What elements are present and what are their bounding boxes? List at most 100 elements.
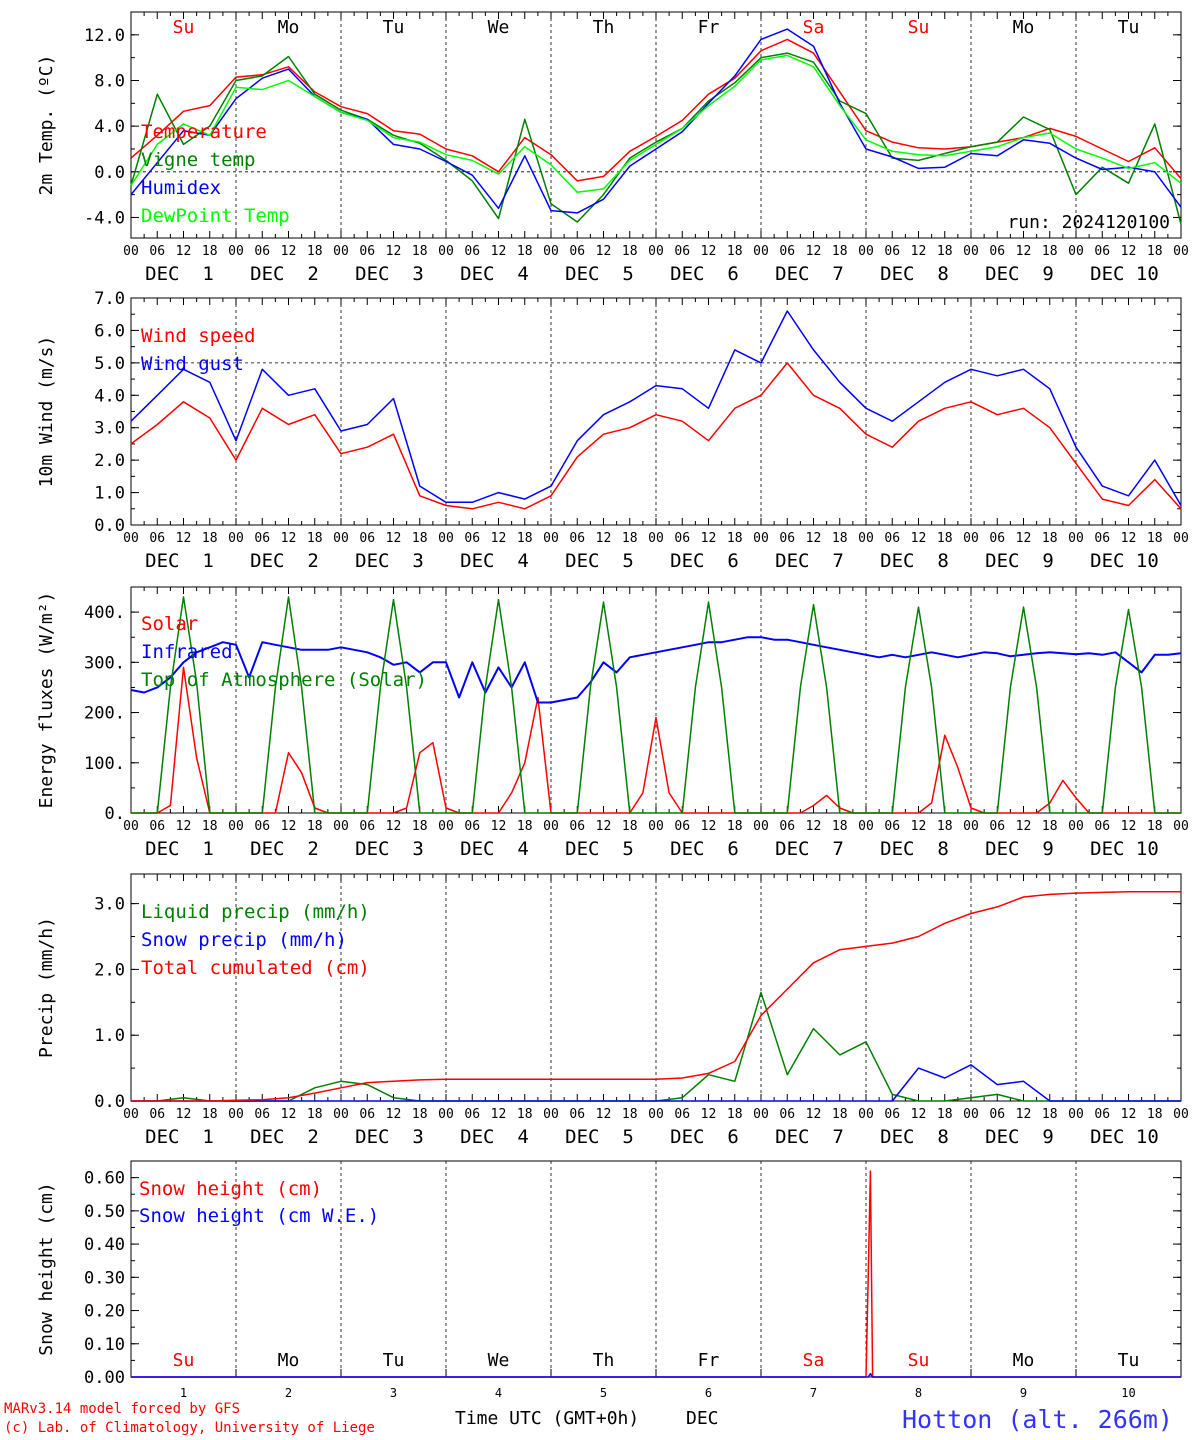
panel-5: 0.00 0.10 0.20 0.30 0.40 0.50 0.60 Snow height … [36,1160,1182,1400]
hour-tick-label: 18 [307,244,323,259]
hour-tick-label: 12 [386,531,402,546]
y-tick-label: 7.0 [94,289,125,309]
date-label: DEC 6 [670,838,739,860]
hour-tick-label: 12 [176,244,192,259]
series-line-wind-speed [130,362,1182,510]
hour-tick-label: 06 [779,244,795,259]
hour-tick-label: 00 [1068,244,1084,259]
y-tick-label: 3.0 [94,895,125,915]
legend-entry: Snow height (cm) [139,1178,322,1200]
date-label: DEC 2 [250,838,319,860]
hour-tick-label: 00 [753,531,769,546]
hour-tick-label: 00 [858,531,874,546]
y-tick-label: 0.0 [94,163,125,183]
model-credit-line: MARv3.14 model forced by GFS [4,1401,240,1417]
series-line-humidex [130,28,1182,214]
date-label: DEC 5 [565,550,634,572]
hour-tick-label: 06 [989,244,1005,259]
legend-entry: Infrared [141,641,233,663]
hour-tick-label: 00 [753,819,769,834]
hour-tick-label: 18 [937,1107,953,1122]
hour-tick-label: 12 [701,244,717,259]
date-label: DEC 6 [670,263,739,285]
hour-tick-label: 00 [648,531,664,546]
hour-tick-label: 12 [701,819,717,834]
day-label: Mo [278,17,300,38]
hour-tick-label: 00 [1173,1107,1189,1122]
hour-tick-label: 06 [569,244,585,259]
y-axis-label: Energy fluxes (W/m²) [36,592,57,809]
day-number-label: 10 [1121,1386,1135,1400]
y-tick-label: 0.0 [94,1092,125,1112]
hour-tick-label: 18 [622,244,638,259]
date-label: DEC 6 [670,1126,739,1148]
date-label: DEC 9 [985,838,1054,860]
legend-entry: Snow height (cm W.E.) [139,1205,379,1227]
hour-tick-label: 18 [1042,1107,1058,1122]
y-tick-label: 0.0 [94,516,125,536]
hour-tick-label: 00 [543,244,559,259]
day-label: Sa [803,17,825,38]
hour-tick-label: 18 [517,531,533,546]
day-label: Su [908,17,930,38]
hour-tick-label: 00 [438,819,454,834]
date-label: DEC 4 [460,1126,529,1148]
hour-tick-label: 06 [1094,1107,1110,1122]
copyright-credit-line: (c) Lab. of Climatology, University of L… [4,1420,375,1436]
date-label: DEC 10 [1090,838,1159,860]
legend-entry: Top of Atmosphere (Solar) [141,669,427,691]
panel-1: -4.0 0.0 4.0 8.0 12.0 2m Temp. (ºC) Temperatur… [36,11,1189,285]
day-label: Tu [383,17,405,38]
hour-tick-label: 18 [412,244,428,259]
date-label: DEC 5 [565,263,634,285]
y-tick-label: 300. [84,653,125,673]
hour-tick-label: 18 [202,244,218,259]
series-line-temperature [130,38,1182,182]
y-tick-label: 5.0 [94,354,125,374]
hour-tick-label: 06 [989,1107,1005,1122]
hour-tick-label: 18 [622,819,638,834]
date-label: DEC 6 [670,550,739,572]
hour-tick-label: 12 [806,531,822,546]
day-label: Sa [803,1350,825,1371]
hour-tick-label: 12 [806,819,822,834]
day-label: We [488,17,510,38]
hour-tick-label: 06 [989,531,1005,546]
series-line-infrared [130,636,1182,704]
hour-tick-label: 12 [1121,531,1137,546]
hour-tick-label: 06 [359,1107,375,1122]
day-number-label: 2 [285,1386,292,1400]
hour-tick-label: 06 [359,819,375,834]
hour-tick-label: 06 [884,819,900,834]
y-tick-label: 1.0 [94,1026,125,1046]
day-number-label: 3 [390,1386,397,1400]
hour-tick-label: 06 [464,819,480,834]
hour-tick-label: 18 [307,531,323,546]
hour-tick-label: 00 [1068,531,1084,546]
y-tick-label: 100. [84,754,125,774]
y-tick-label: 12.0 [84,26,125,46]
hour-tick-label: 18 [937,531,953,546]
hour-tick-label: 12 [596,244,612,259]
legend-entry: Humidex [141,177,221,199]
hour-tick-label: 18 [517,1107,533,1122]
hour-tick-label: 18 [832,531,848,546]
meteogram-panels: -4.00.04.08.012.02m Temp. (ºC) Temperatur… [36,11,1189,1400]
hour-tick-label: 12 [281,819,297,834]
date-label: DEC 5 [565,1126,634,1148]
hour-tick-label: 00 [543,819,559,834]
day-label: Fr [698,17,720,38]
y-tick-label: 0.50 [84,1202,125,1222]
hour-tick-label: 18 [622,531,638,546]
hour-tick-label: 12 [491,1107,507,1122]
hour-tick-label: 12 [1016,531,1032,546]
hour-tick-label: 00 [543,531,559,546]
hour-tick-label: 06 [989,819,1005,834]
hour-tick-label: 12 [491,531,507,546]
y-tick-label: 6.0 [94,321,125,341]
hour-tick-label: 00 [1173,531,1189,546]
date-label: DEC 1 [145,263,214,285]
hour-tick-label: 18 [1042,244,1058,259]
hour-tick-label: 18 [832,244,848,259]
hour-tick-label: 00 [123,244,139,259]
